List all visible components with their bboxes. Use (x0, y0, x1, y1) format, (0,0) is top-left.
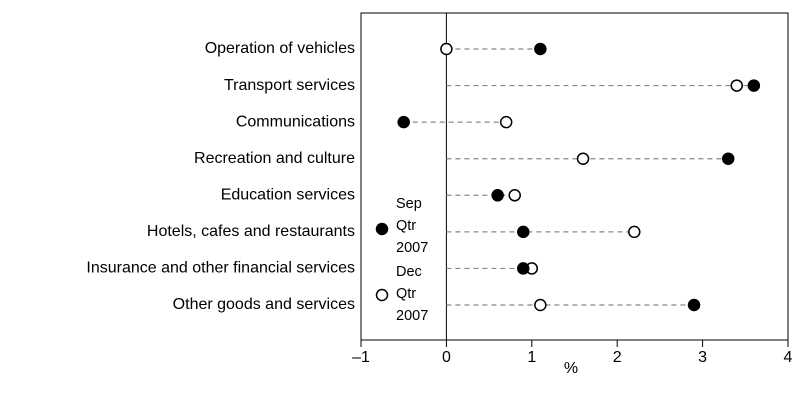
category-label: Education services (221, 187, 355, 204)
plot-frame (360, 12, 789, 341)
x-axis-label: % (564, 360, 578, 377)
dot (576, 152, 590, 165)
dot (508, 189, 521, 202)
legend-label: Sep Qtr 2007 (396, 196, 429, 256)
dot (397, 115, 410, 129)
x-tick-label: 2 (613, 349, 622, 366)
x-tick-label: 0 (442, 349, 451, 366)
x-tick-label: –1 (352, 349, 370, 366)
dot (534, 42, 547, 56)
category-label: Hotels, cafes and restaurants (147, 223, 355, 240)
category-label: Transport services (224, 77, 355, 94)
category-label: Communications (236, 113, 355, 130)
x-tick-label: 3 (698, 349, 707, 366)
x-tick-label: 4 (784, 349, 793, 366)
legend-label: Dec Qtr 2007 (396, 264, 429, 324)
dot (730, 79, 744, 92)
dot (687, 298, 701, 312)
category-label: Other goods and services (173, 296, 355, 313)
dot (517, 225, 530, 239)
category-label: Operation of vehicles (205, 40, 355, 57)
legend-marker (375, 222, 389, 236)
dot (499, 115, 513, 129)
dot (491, 189, 504, 202)
legend-marker (375, 288, 389, 302)
category-label: Recreation and culture (194, 150, 355, 167)
dot (721, 152, 735, 165)
x-tick-label: 1 (527, 349, 536, 366)
dot (440, 42, 453, 56)
dot (534, 298, 547, 312)
category-label: Insurance and other financial services (86, 260, 355, 277)
dot (517, 262, 530, 275)
dot (628, 225, 641, 239)
dot (747, 79, 761, 92)
